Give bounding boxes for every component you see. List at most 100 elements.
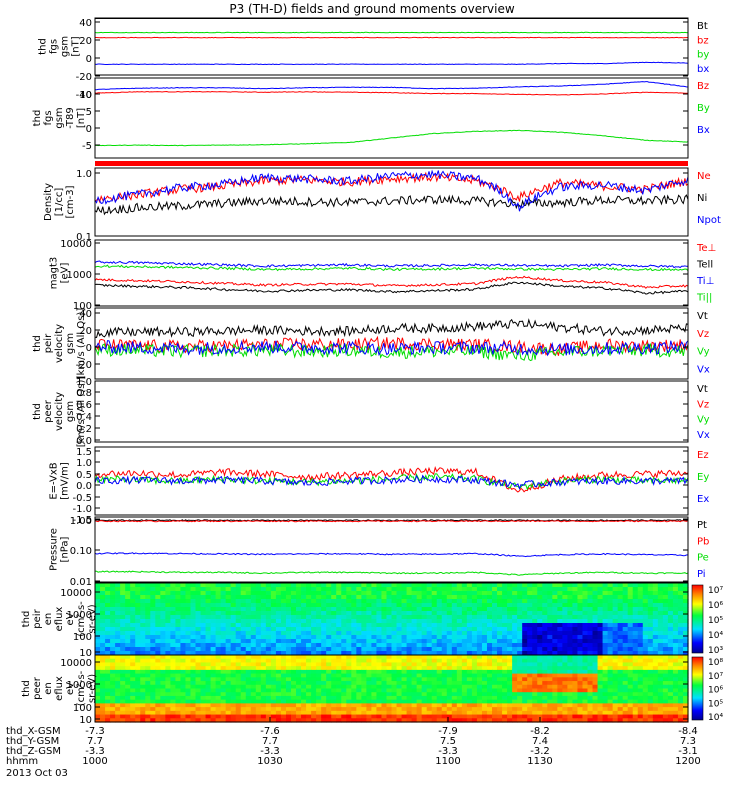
legend-Vz: Vz [697, 329, 709, 340]
series-line-Ey [94, 473, 689, 491]
legend-Te⊥: Te⊥ [696, 243, 716, 254]
y-tick-label: 10 [79, 648, 92, 659]
y-tick-label: -0.5 [72, 493, 92, 504]
series-line-bx [94, 61, 689, 66]
y-tick-label: 10 [79, 715, 92, 726]
colorbar-tick: 10⁴ [708, 713, 723, 723]
legend-by: by [697, 50, 709, 61]
y-axis-label: en [43, 613, 54, 626]
y-axis-label: velocity [54, 324, 65, 363]
y-axis-label: [km/s (All Qs)] [76, 308, 87, 380]
legend-Vy: Vy [697, 347, 710, 358]
y-tick-label: 0.2 [76, 424, 92, 435]
x-axis-value: -3.3 [85, 746, 105, 757]
y-axis-label: sr-eV) [87, 674, 98, 703]
y-tick-label: -1.5 [72, 515, 92, 526]
series-line-Tell [94, 281, 689, 295]
x-axis-value: -7.3 [85, 726, 105, 737]
panel-6: 1.00.80.60.40.20.0 thd peer velocity gsm [km/… [32, 376, 710, 448]
panel-frame [94, 307, 689, 380]
legend-Npot: Npot [697, 215, 721, 226]
legend-By: By [697, 103, 710, 114]
series-line-Vy [94, 342, 689, 362]
x-axis-value: 1130 [527, 756, 552, 767]
y-axis-label: eflux [54, 676, 65, 701]
y-tick-label: 1000 [67, 680, 92, 691]
y-axis-label: thd [21, 611, 32, 628]
y-axis-label: [eV] [60, 263, 71, 284]
panel-2: 10 5 0 -5 thd fgs gsm -T89 [nT] Bz By Bx [32, 77, 710, 159]
y-tick-label: 100 [73, 703, 92, 714]
y-tick-label: 1000 [67, 270, 92, 281]
y-tick-label: 40 [79, 18, 92, 29]
legend-Ti⊥: Ti⊥ [696, 276, 714, 287]
series-line-Pe [94, 570, 689, 576]
y-tick-label: 20 [79, 326, 92, 337]
y-tick-label: -20 [76, 72, 92, 83]
y-axis-label: (cm²-s- [76, 670, 87, 706]
panel-frame [94, 167, 689, 237]
panel-4: 10000 1000 100 magt3 [eV] Te⊥ Tell Ti⊥ Ti|| [49, 239, 717, 312]
y-axis-label: gsm [65, 401, 76, 422]
colorbar-tick: 10⁸ [708, 658, 723, 668]
y-tick-label: 0.0 [76, 436, 92, 447]
y-axis-label: thd [21, 680, 32, 697]
legend-Vx: Vx [697, 430, 710, 441]
y-axis-label: thd [32, 335, 43, 352]
y-tick-label: 100 [73, 301, 92, 312]
series-line-Ex [94, 474, 689, 490]
y-tick-label: 1.0 [76, 377, 92, 388]
legend-Tell: Tell [696, 260, 713, 271]
legend-Pe: Pe [697, 553, 709, 564]
series-line-Ti⊥ [94, 260, 689, 269]
y-axis-label: Pressure [49, 528, 60, 571]
y-axis-label: Density [43, 183, 54, 221]
y-tick-label: 100 [73, 632, 92, 643]
y-tick-label: 0.6 [76, 400, 92, 411]
y-tick-label: 10 [79, 90, 92, 101]
x-axis-value: -8.4 [678, 726, 698, 737]
y-tick-label: 1.0 [76, 458, 92, 469]
colorbar-9 [691, 584, 704, 654]
legend-Ez: Ez [697, 450, 709, 461]
series-line-Pt [94, 519, 689, 522]
y-tick-label: 0.8 [76, 388, 92, 399]
legend-Ex: Ex [697, 494, 709, 505]
y-tick-label: 10000 [60, 588, 92, 599]
panel-frame [94, 77, 689, 159]
legend-Ne: Ne [697, 171, 711, 182]
y-tick-label: 0 [86, 124, 92, 135]
figure-title: P3 (TH-D) fields and ground moments over… [229, 2, 514, 16]
series-line-Bz [94, 90, 689, 96]
y-axis-label: peer [43, 399, 54, 423]
panel-8: 1.00 0.10 0.01 Pressure [nPa] Pt Pb Pe Pi [49, 516, 710, 588]
y-tick-label: 0.0 [76, 481, 92, 492]
y-axis-label: -T89 [65, 107, 76, 129]
x-axis-value: -3.1 [678, 746, 698, 757]
colorbar-tick: 10³ [708, 646, 723, 656]
y-axis-label: [nT] [71, 36, 82, 56]
panel-9: 10⁷ 10⁶ 10⁵ 10⁴ 10³ 10000 1000 100 10 thd peir en ef… [21, 582, 723, 659]
panel-frame [94, 239, 689, 307]
x-axis-row-label: thd_Y-GSM [6, 736, 59, 747]
y-axis-label: [km/s (All Qs)] [76, 376, 87, 448]
y-tick-label: 0.1 [76, 232, 92, 243]
y-axis-label: [mV/m] [60, 462, 71, 500]
legend-Vx: Vx [697, 364, 710, 375]
y-tick-label: -20 [76, 360, 92, 371]
y-axis-label: fgs [43, 110, 54, 125]
y-axis-label: (cm²-s- [76, 601, 87, 637]
x-axis-row-label: thd_Z-GSM [6, 746, 61, 757]
y-axis-label: E=-VxB [49, 462, 60, 499]
y-tick-label: -1.0 [72, 504, 92, 515]
y-tick-label: 1.0 [76, 169, 92, 180]
y-axis-label: magt3 [49, 257, 60, 290]
y-tick-label: -5 [82, 141, 92, 152]
colorbar-tick: 10⁶ [708, 686, 723, 696]
colorbar-tick: 10⁵ [708, 616, 723, 626]
x-axis-value: -8.2 [530, 726, 550, 737]
legend-Bt: Bt [697, 21, 708, 32]
series-line-Pi [94, 552, 689, 558]
colorbar-tick: 10⁶ [708, 601, 723, 611]
